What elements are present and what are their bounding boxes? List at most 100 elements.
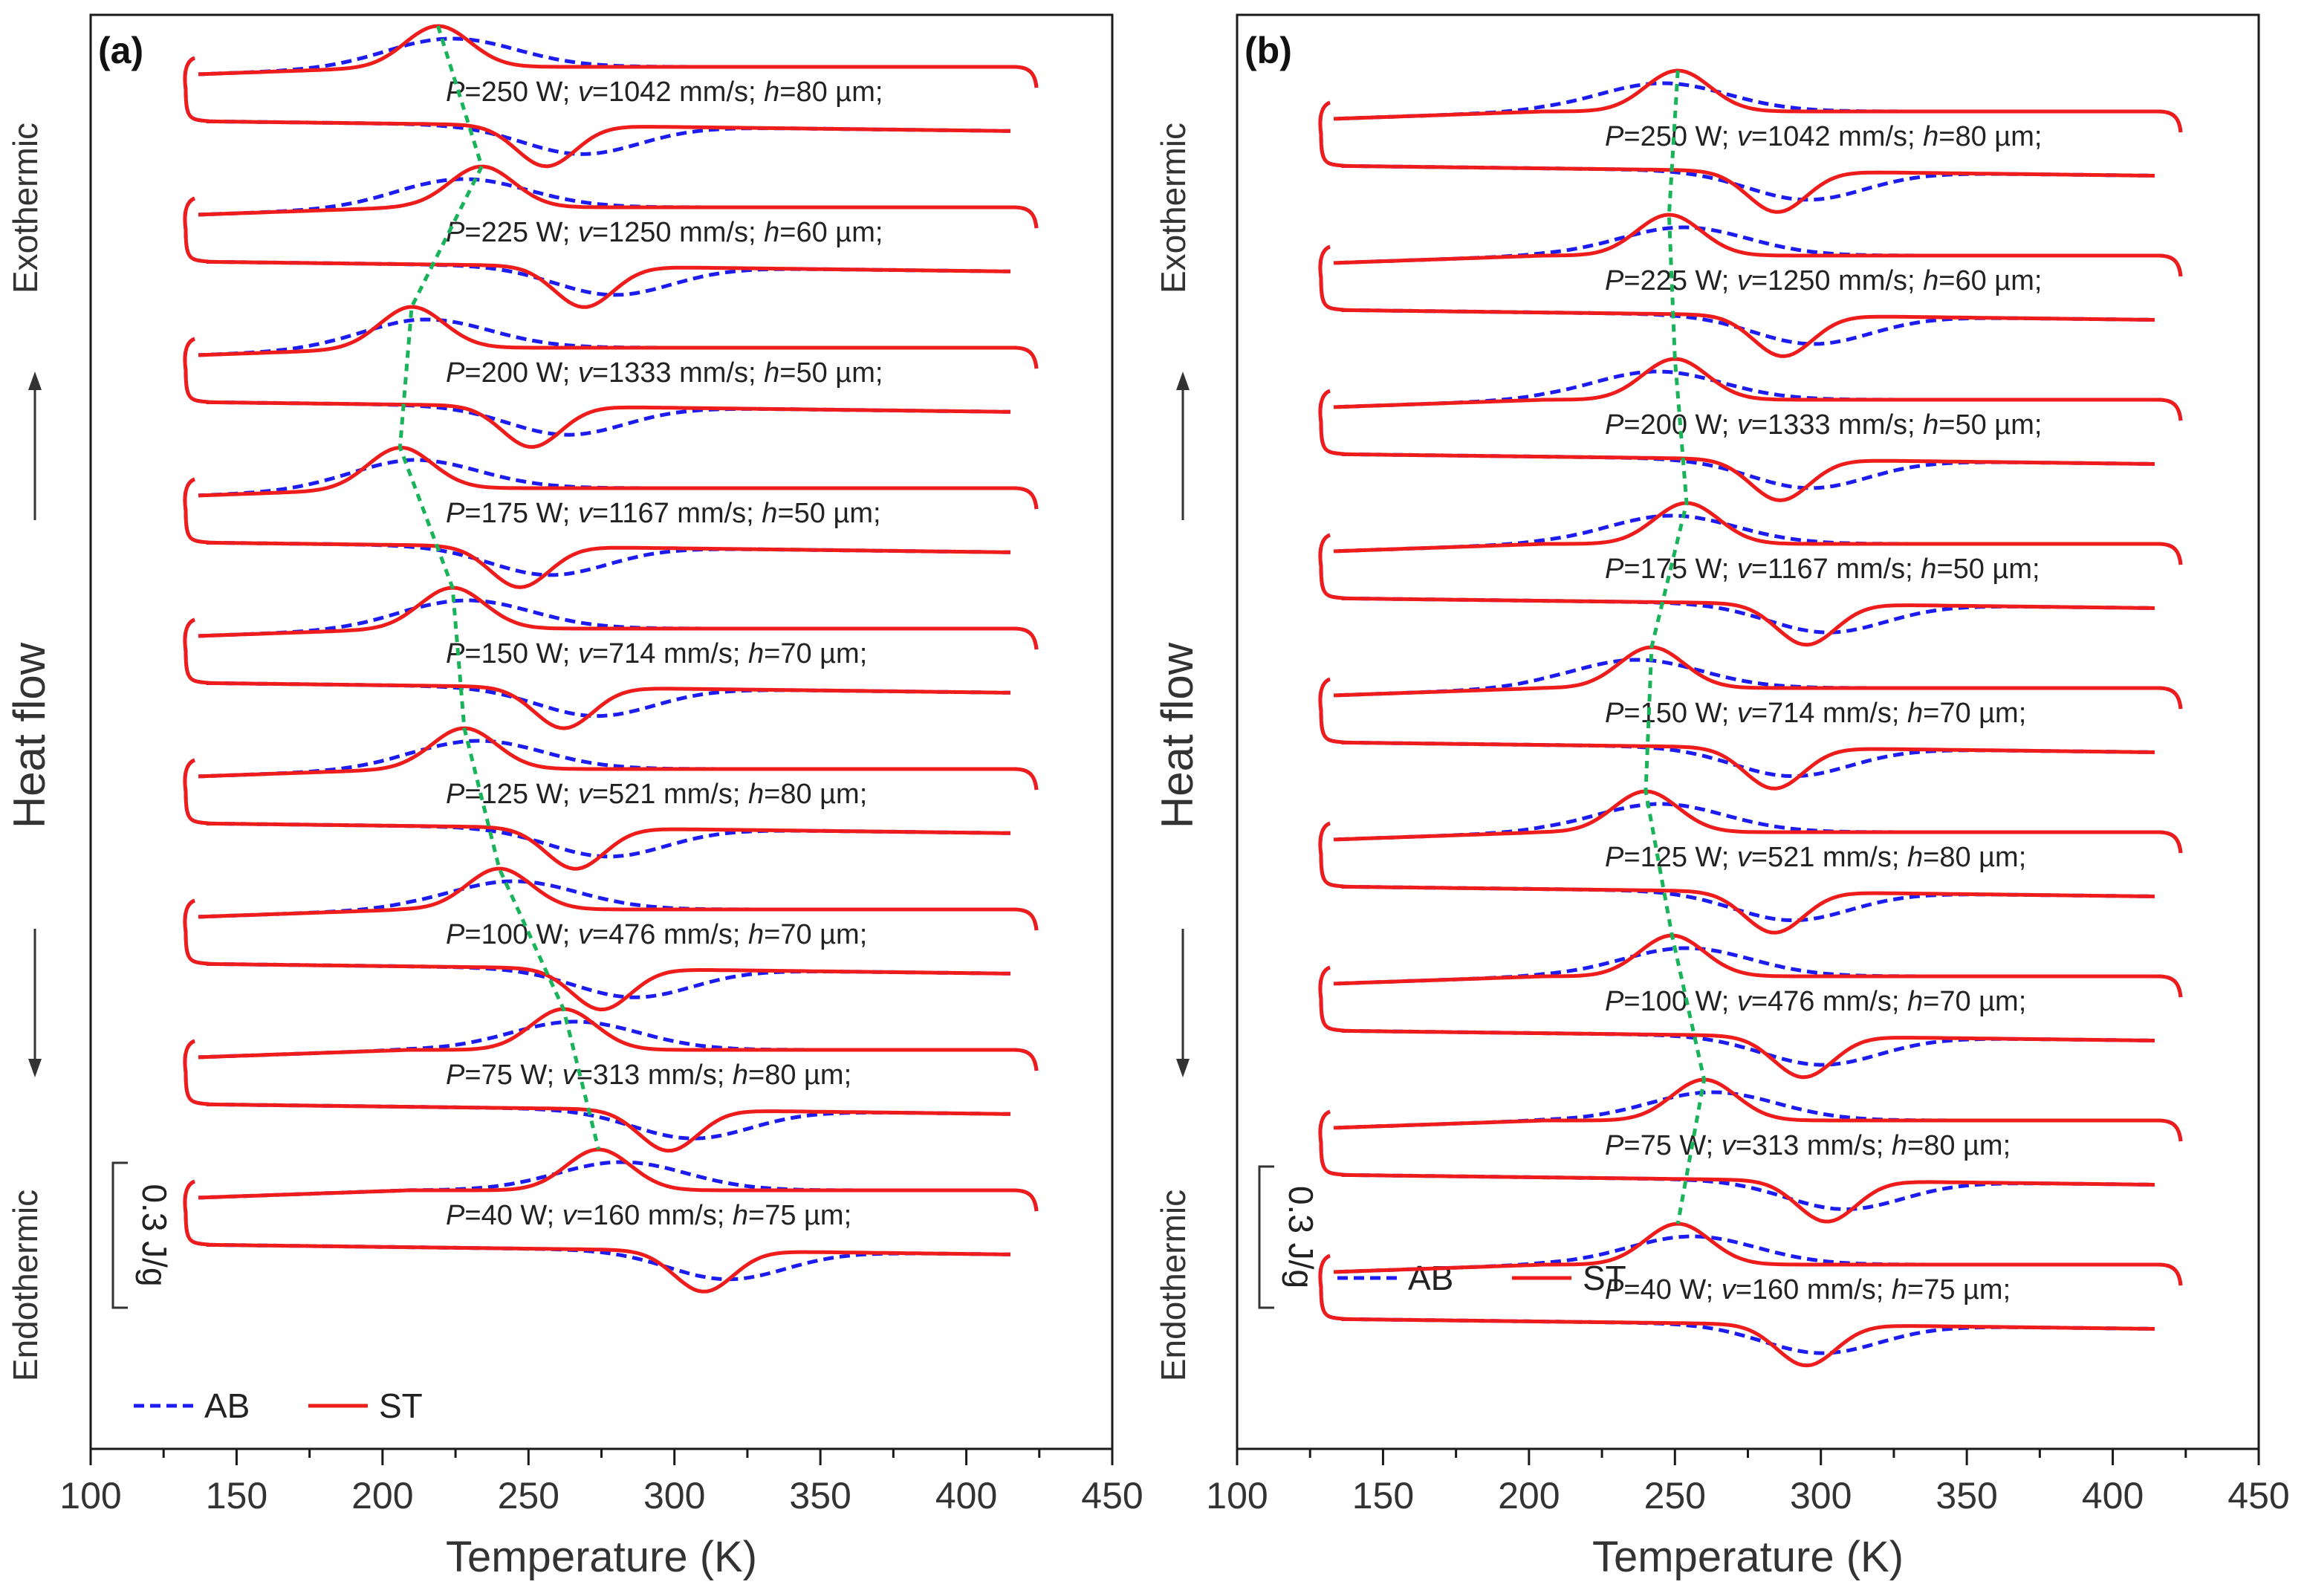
condition-text: =: [1623, 409, 1640, 441]
condition-var: v: [1722, 1130, 1737, 1161]
x-tick-label: 100: [59, 1475, 121, 1516]
condition-text: mm/s;: [640, 1060, 733, 1091]
x-tick-label: 300: [643, 1475, 705, 1516]
st-curve-cooling: [198, 164, 1039, 229]
condition-text: =: [1751, 698, 1768, 729]
condition-text: =: [1623, 1130, 1640, 1161]
condition-label: P=175 W; v=1167 mm/s; h=50 µm;: [1605, 554, 2040, 585]
condition-var: P: [446, 498, 465, 529]
x-tick-label: 200: [351, 1475, 413, 1516]
condition-v-value: 1167: [609, 498, 669, 529]
condition-var: P: [446, 638, 465, 669]
condition-text: =: [592, 357, 609, 389]
x-tick-label: 150: [1352, 1475, 1414, 1516]
condition-var: P: [446, 919, 465, 950]
condition-text: mm/s;: [640, 1200, 733, 1231]
st-curve-heating: [183, 56, 1011, 169]
condition-text: =: [592, 77, 609, 108]
condition-text: mm/s;: [672, 217, 765, 248]
st-curve-heating: [183, 1039, 1011, 1153]
st-curve-cooling: [198, 24, 1039, 88]
condition-text: µm;: [1955, 1130, 2011, 1161]
condition-text: W;: [528, 919, 578, 950]
condition-h-value: 80: [765, 1060, 796, 1091]
condition-var: P: [1605, 1130, 1624, 1161]
condition-text: mm/s;: [1831, 121, 1924, 152]
condition-text: W;: [1687, 842, 1737, 873]
condition-label: P=100 W; v=476 mm/s; h=70 µm;: [1605, 986, 2026, 1017]
condition-text: =: [1623, 1274, 1640, 1305]
x-tick-label: 400: [935, 1475, 997, 1516]
panel-label: (a): [98, 30, 143, 71]
series-curve-P40: P=40 W; v=160 mm/s; h=75 µm;: [183, 1147, 1039, 1294]
st-curve-heating: [183, 898, 1011, 1012]
condition-text: =: [592, 919, 609, 950]
condition-var: P: [1605, 265, 1624, 296]
condition-text: =: [464, 919, 481, 950]
condition-text: =: [1623, 986, 1640, 1017]
condition-text: =: [1923, 986, 1939, 1017]
series-curve-P175: P=175 W; v=1167 mm/s; h=50 µm;: [1318, 501, 2183, 647]
condition-v-value: 1042: [1768, 121, 1831, 152]
condition-h-value: 50: [1953, 554, 1985, 585]
condition-h-value: 60: [796, 217, 827, 248]
condition-text: W;: [528, 638, 578, 669]
condition-text: mm/s;: [1831, 409, 1924, 441]
condition-P-value: 100: [481, 919, 528, 950]
condition-var: v: [578, 217, 594, 248]
st-curve-heating: [183, 196, 1011, 309]
condition-text: W;: [513, 1200, 562, 1231]
condition-h-value: 50: [796, 357, 827, 389]
series-curve-P150: P=150 W; v=714 mm/s; h=70 µm;: [1318, 645, 2183, 791]
condition-var: h: [733, 1060, 748, 1091]
condition-label: P=75 W; v=313 mm/s; h=80 µm;: [446, 1060, 851, 1091]
legend-ab-label: AB: [204, 1386, 250, 1425]
condition-text: =: [592, 498, 609, 529]
condition-label: P=200 W; v=1333 mm/s; h=50 µm;: [446, 357, 883, 389]
condition-P-value: 250: [481, 77, 528, 108]
st-curve-heating: [1318, 677, 2155, 791]
condition-text: µm;: [796, 1060, 851, 1091]
condition-v-value: 1250: [1768, 265, 1831, 296]
condition-P-value: 40: [481, 1200, 513, 1231]
legend-ab-label: AB: [1408, 1259, 1453, 1297]
condition-label: P=250 W; v=1042 mm/s; h=80 µm;: [1605, 121, 2042, 152]
series-curve-P200: P=200 W; v=1333 mm/s; h=50 µm;: [1318, 357, 2183, 502]
condition-text: W;: [1672, 1274, 1722, 1305]
condition-h-value: 70: [780, 638, 811, 669]
condition-text: =: [577, 1200, 593, 1231]
series-curve-P100: P=100 W; v=476 mm/s; h=70 µm;: [183, 866, 1039, 1012]
condition-h-value: 75: [1924, 1274, 1955, 1305]
condition-text: µm;: [828, 357, 883, 389]
condition-text: =: [764, 779, 780, 810]
x-tick-label: 300: [1790, 1475, 1852, 1516]
condition-P-value: 250: [1641, 121, 1687, 152]
condition-v-value: 521: [1768, 842, 1814, 873]
condition-text: =: [764, 919, 780, 950]
condition-text: =: [779, 77, 796, 108]
condition-label: P=40 W; v=160 mm/s; h=75 µm;: [1605, 1274, 2011, 1305]
st-curve-cooling: [1333, 1077, 2183, 1142]
condition-text: =: [1938, 265, 1955, 296]
condition-label: P=175 W; v=1167 mm/s; h=50 µm;: [446, 498, 881, 529]
condition-v-value: 476: [1768, 986, 1814, 1017]
condition-v-value: 313: [593, 1060, 640, 1091]
condition-var: P: [1605, 842, 1624, 873]
condition-h-value: 50: [1955, 409, 1986, 441]
condition-text: mm/s;: [1799, 1130, 1892, 1161]
peak-trend-line: [1644, 70, 1707, 1224]
st-curve-cooling: [198, 1007, 1039, 1071]
condition-var: h: [733, 1200, 748, 1231]
condition-v-value: 1333: [1768, 409, 1831, 441]
condition-text: =: [1907, 1274, 1924, 1305]
condition-label: P=100 W; v=476 mm/s; h=70 µm;: [446, 919, 867, 950]
condition-text: =: [464, 1200, 481, 1231]
st-curve-cooling: [198, 585, 1039, 650]
condition-v-value: 1333: [609, 357, 672, 389]
condition-P-value: 40: [1641, 1274, 1672, 1305]
condition-label: P=150 W; v=714 mm/s; h=70 µm;: [1605, 698, 2026, 729]
condition-text: mm/s;: [1814, 986, 1907, 1017]
scale-bar: [111, 1161, 128, 1309]
condition-var: P: [446, 779, 465, 810]
